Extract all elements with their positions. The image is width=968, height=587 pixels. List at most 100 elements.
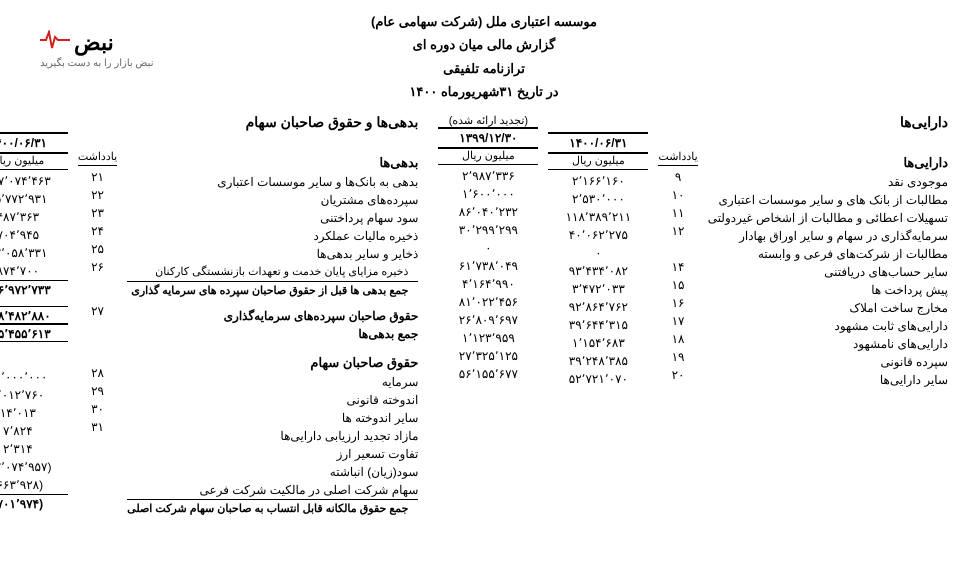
current-value: ۱۷۶٬۹۷۲٬۷۳۳ — [0, 280, 68, 298]
current-value: ۲٬۳۱۴ — [0, 440, 68, 458]
note-header: یادداشت — [78, 150, 117, 166]
prev-value: ۲۶٬۸۰۹٬۶۹۷ — [438, 311, 538, 329]
note-header: یادداشت — [658, 150, 697, 166]
current-value: ۷٬۸۲۴ — [0, 422, 68, 440]
prev-value: ۲۷٬۳۲۵٬۱۲۵ — [438, 347, 538, 365]
note-number — [658, 240, 697, 258]
equity-row-label: سرمایه — [127, 373, 418, 391]
assets-title: دارایی‌ها — [708, 114, 948, 131]
note-number: ۱۵ — [658, 276, 697, 294]
current-value: ۰ — [548, 244, 648, 262]
logo-text: نبض — [74, 30, 114, 56]
current-value: (۱۲٬۰۷۴٬۹۵۷) — [0, 458, 68, 476]
current-value: ۴۸۷٬۳۶۳ — [0, 208, 68, 226]
equity-row-label: اندوخته قانونی — [127, 391, 418, 409]
prev-value: ۸۶٬۰۴۰٬۲۳۲ — [438, 203, 538, 221]
note-number: ۲۰ — [658, 366, 697, 384]
current-value: ۴۸۵٬۴۵۵٬۶۱۳ — [0, 324, 68, 342]
note-number — [78, 472, 117, 490]
current-value: ۱۵٬۷۷۲٬۹۳۱ — [0, 190, 68, 208]
unit-label: میلیون ریال — [548, 154, 648, 170]
asset-row-label: موجودی نقد — [708, 173, 948, 191]
unit-label: میلیون ریال — [0, 154, 68, 170]
current-value: ۲٬۰۱۲٬۷۶۰ — [0, 386, 68, 404]
current-value: ۲٬۱۶۶٬۱۶۰ — [548, 172, 648, 190]
liability-row-label: بدهی به بانک‌ها و سایر موسسات اعتباری — [127, 173, 418, 191]
asset-row-label: سرمایه‌گذاری در سهام و سایر اوراق بهادار — [708, 227, 948, 245]
note-number: ۱۲ — [658, 222, 697, 240]
note-number: ۱۶ — [658, 294, 697, 312]
asset-row-label: مطالبات از شرکت‌های فرعی و وابسته — [708, 245, 948, 263]
equity-row-label: سود(زیان) انباشته — [127, 463, 418, 481]
prev-value: ۱٬۱۲۳٬۹۵۹ — [438, 329, 538, 347]
note-number: ۹ — [658, 168, 697, 186]
current-value: ۹۲٬۸۶۴٬۷۶۲ — [548, 298, 648, 316]
restated-label: (تجدید ارائه شده) — [438, 114, 538, 127]
liabilities-title: بدهی‌ها و حقوق صاحبان سهام — [127, 114, 418, 131]
asset-row-label: دارایی‌های نامشهود — [708, 335, 948, 353]
note-number: ۱۷ — [658, 312, 697, 330]
note-number: ۲۸ — [78, 364, 117, 382]
as-of-date: در تاریخ ۳۱شهریورماه ۱۴۰۰ — [0, 80, 968, 103]
asset-row-label: سپرده قانونی — [708, 353, 948, 371]
asset-row-label: مخارج ساخت املاک — [708, 299, 948, 317]
note-number: ۲۵ — [78, 240, 117, 258]
current-value: ۳۹٬۶۴۴٬۳۱۵ — [548, 316, 648, 334]
current-value: ۵۲٬۷۲۱٬۰۷۰ — [548, 370, 648, 388]
note-number: ۲۴ — [78, 222, 117, 240]
liability-row-label: سپرده‌های مشتریان — [127, 191, 418, 209]
note-number: ۱۰ — [658, 186, 697, 204]
prev-value: ۴٬۱۶۴٬۹۹۰ — [438, 275, 538, 293]
asset-row-label: دارایی‌های ثابت مشهود — [708, 317, 948, 335]
note-number: ۱۴ — [658, 258, 697, 276]
note-number — [78, 454, 117, 472]
prev-date: ۱۳۹۹/۱۲/۳۰ — [438, 127, 538, 149]
liability-row-label: ذخیره مزایای پایان خدمت و تعهدات بازنشست… — [127, 263, 418, 281]
note-number: ۲۲ — [78, 186, 117, 204]
equity-row-label: جمع حقوق مالکانه قابل انتساب به صاحبان س… — [127, 499, 418, 517]
note-number: ۲۷ — [78, 302, 117, 320]
asset-row-label: پیش پرداخت ها — [708, 281, 948, 299]
current-value: (۶۶۳٬۹۲۸) — [0, 476, 68, 494]
current-value: ۳۲٬۰۵۸٬۳۳۱ — [0, 244, 68, 262]
assets-subtitle: دارایی‌ها — [708, 155, 948, 171]
equity-row-label: مازاد تجدید ارزیابی دارایی‌ها — [127, 427, 418, 445]
prev-value: ۰ — [438, 239, 538, 257]
prev-value: ۵۶٬۱۵۵٬۶۷۷ — [438, 365, 538, 383]
prev-value: ۶۱٬۷۳۸٬۰۴۹ — [438, 257, 538, 275]
current-value: ۹۳٬۴۳۴٬۰۸۲ — [548, 262, 648, 280]
current-value: ۳۰۸٬۴۸۲٬۸۸۰ — [0, 306, 68, 324]
current-value: ۱٬۱۵۴٬۶۸۳ — [548, 334, 648, 352]
current-value: (۷۰۱٬۹۷۴) — [0, 494, 68, 512]
asset-row-label: سایر حساب‌های دریافتنی — [708, 263, 948, 281]
current-date: ۱۴۰۰/۰۶/۳۱ — [548, 132, 648, 154]
deposit-label: حقوق صاحبان سپرده‌های سرمایه‌گذاری — [127, 307, 418, 325]
equity-row-label: تفاوت تسعیر ارز — [127, 445, 418, 463]
asset-row-label: تسهیلات اعطائی و مطالبات از اشخاص غیردول… — [708, 209, 948, 227]
brand-logo: نبض نبض بازار را به دست بگیرید — [40, 30, 154, 69]
prev-value: ۲٬۹۸۷٬۳۳۶ — [438, 167, 538, 185]
pulse-icon — [40, 30, 70, 56]
liabilities-subtitle: بدهی‌ها — [127, 155, 418, 171]
equity-subtitle: حقوق صاحبان سهام — [127, 355, 418, 371]
note-number: ۱۹ — [658, 348, 697, 366]
note-number — [78, 276, 117, 294]
prev-value: ۱٬۶۰۰٬۰۰۰ — [438, 185, 538, 203]
note-number: ۲۳ — [78, 204, 117, 222]
current-value: ۳۹٬۲۴۸٬۳۸۵ — [548, 352, 648, 370]
current-value: ۲٬۵۳۰٬۰۰۰ — [548, 190, 648, 208]
current-value: ۱۴٬۰۱۳ — [0, 404, 68, 422]
current-value: ۳٬۴۷۲٬۰۳۳ — [548, 280, 648, 298]
current-value: ۱۱۸٬۳۸۹٬۲۱۱ — [548, 208, 648, 226]
equity-row-label: سایر اندوخته ها — [127, 409, 418, 427]
unit-label: میلیون ریال — [438, 149, 538, 165]
prev-value: ۸۱٬۰۲۲٬۴۵۶ — [438, 293, 538, 311]
note-number: ۱۱ — [658, 204, 697, 222]
current-value: ۷۰۴٬۹۴۵ — [0, 226, 68, 244]
liability-row-label: سود سهام پرداختنی — [127, 209, 418, 227]
note-number: ۳۱ — [78, 418, 117, 436]
asset-row-label: سایر دارایی‌ها — [708, 371, 948, 389]
asset-row-label: مطالبات از بانک های و سایر موسسات اعتبار… — [708, 191, 948, 209]
note-number: ۲۹ — [78, 382, 117, 400]
equity-row-label: سهام شرکت اصلی در مالکیت شرکت فرعی — [127, 481, 418, 499]
